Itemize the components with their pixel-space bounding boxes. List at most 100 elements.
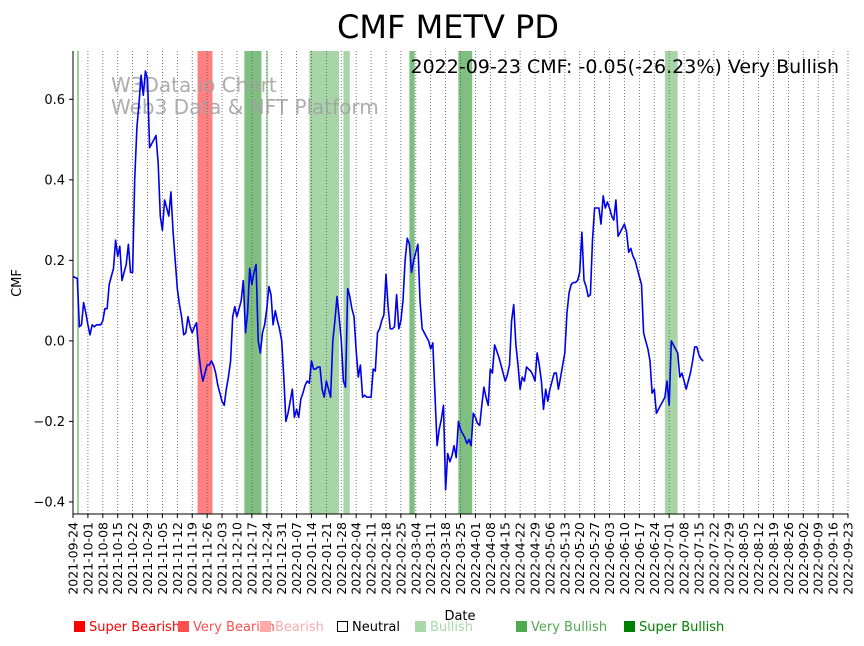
x-tick-label: 2021-12-31	[274, 522, 289, 595]
x-tick-label: 2022-07-15	[691, 522, 706, 595]
signal-bands	[77, 51, 678, 514]
x-tick-label: 2022-02-11	[364, 522, 379, 595]
x-tick-label: 2021-10-01	[80, 522, 95, 595]
x-tick-label: 2022-02-18	[378, 522, 393, 595]
x-tick-label: 2022-09-02	[796, 522, 811, 595]
x-tick-label: 2022-07-08	[677, 522, 692, 595]
series-line-cmf	[72, 70, 704, 491]
x-tick-label: 2022-04-22	[513, 522, 528, 595]
x-tick-label: 2022-06-24	[647, 522, 662, 595]
legend-very-bearish: Very Bearish	[178, 620, 275, 635]
y-tick-label: 0.4	[44, 173, 65, 188]
x-tick-label: 2022-09-16	[826, 522, 841, 595]
x-tick-label: 2021-10-08	[95, 522, 110, 595]
x-axis-label: Date	[444, 609, 475, 624]
x-tick-label: 2022-08-26	[781, 522, 796, 595]
x-tick-label: 2022-07-29	[721, 522, 736, 595]
x-tick-label: 2021-12-17	[244, 522, 259, 595]
cmf-series	[72, 70, 704, 491]
watermark-line-2: Web3 Data & NFT Platform	[111, 95, 379, 119]
legend-neutral: Neutral	[337, 620, 400, 635]
x-tick-label: 2022-03-04	[408, 522, 423, 595]
x-tick-label: 2021-11-26	[200, 522, 215, 595]
x-tick-label: 2022-05-27	[587, 522, 602, 595]
y-tick-label: 0.2	[44, 254, 65, 269]
x-tick-label: 2022-09-09	[811, 522, 826, 595]
band-bullish	[266, 51, 269, 514]
x-tick-label: 2021-11-19	[185, 522, 200, 595]
legend-label: Very Bullish	[531, 620, 608, 635]
band-very-bearish	[197, 51, 213, 514]
legend-very-bullish: Very Bullish	[516, 620, 607, 635]
legend-label: Bullish	[430, 620, 474, 635]
legend-label: Bearish	[275, 620, 324, 635]
x-tick-label: 2022-04-15	[498, 522, 513, 595]
legend-swatch	[516, 621, 527, 632]
y-axis-ticks: −0.4 −0.2 0.0 0.2 0.4 0.6	[33, 93, 73, 510]
x-tick-label: 2022-06-10	[617, 522, 632, 595]
legend-swatch	[337, 621, 348, 632]
legend-swatch	[624, 621, 635, 632]
x-tick-label: 2022-09-23	[841, 522, 856, 595]
x-tick-label: 2022-07-22	[706, 522, 721, 595]
x-tick-label: 2021-09-24	[66, 522, 81, 595]
y-tick-label: −0.2	[33, 415, 65, 430]
x-tick-label: 2021-12-24	[259, 522, 274, 595]
legend-label: Super Bullish	[639, 620, 725, 635]
x-tick-label: 2022-02-25	[393, 522, 408, 595]
x-tick-label: 2022-02-04	[349, 522, 364, 595]
x-tick-label: 2022-04-29	[528, 522, 543, 595]
x-tick-label: 2021-11-12	[170, 522, 185, 595]
x-tick-label: 2021-12-03	[215, 522, 230, 595]
x-tick-label: 2022-01-07	[289, 522, 304, 595]
watermark: W3Data.io Chart Web3 Data & NFT Platform	[111, 73, 379, 119]
x-tick-label: 2022-07-01	[662, 522, 677, 595]
y-tick-label: 0.6	[44, 93, 65, 108]
x-tick-label: 2021-10-29	[140, 522, 155, 595]
x-tick-label: 2022-05-06	[542, 522, 557, 595]
band-very-bullish	[458, 51, 473, 514]
x-tick-label: 2022-01-28	[334, 522, 349, 595]
x-tick-label: 2022-03-25	[453, 522, 468, 595]
x-tick-label: 2022-06-17	[632, 522, 647, 595]
x-tick-label: 2022-01-21	[319, 522, 334, 595]
legend-bearish: Bearish	[260, 620, 324, 635]
legend-super-bearish: Super Bearish	[74, 620, 180, 635]
x-tick-label: 2022-05-20	[572, 522, 587, 595]
x-tick-label: 2022-05-13	[557, 522, 572, 595]
chart-title: CMF METV PD	[337, 8, 559, 46]
watermark-line-1: W3Data.io Chart	[111, 73, 277, 97]
x-tick-label: 2022-08-05	[736, 522, 751, 595]
x-tick-label: 2022-08-19	[766, 522, 781, 595]
legend-label: Neutral	[352, 620, 400, 635]
x-tick-label: 2021-12-10	[229, 522, 244, 595]
vertical-gridlines	[72, 51, 849, 514]
band-bullish	[343, 51, 350, 514]
x-tick-label: 2022-04-01	[468, 522, 483, 595]
legend-swatch	[260, 621, 271, 632]
x-tick-label: 2022-08-12	[751, 522, 766, 595]
x-tick-label: 2021-10-22	[125, 522, 140, 595]
legend-label: Super Bearish	[89, 620, 181, 635]
x-tick-label: 2022-04-08	[483, 522, 498, 595]
x-axis-ticks: 2021-09-24 2021-10-01 2021-10-08 2021-10-15…	[66, 514, 856, 595]
legend-swatch	[178, 621, 189, 632]
y-tick-label: −0.4	[33, 495, 65, 510]
y-tick-label: 0.0	[44, 334, 65, 349]
x-tick-label: 2021-11-05	[155, 522, 170, 595]
legend-label: Very Bearish	[193, 620, 275, 635]
legend-super-bullish: Super Bullish	[624, 620, 724, 635]
latest-value-annotation: 2022-09-23 CMF: -0.05(-26.23%) Very Bull…	[410, 56, 839, 78]
legend-swatch	[415, 621, 426, 632]
band-very-bullish	[409, 51, 415, 514]
band-bullish	[664, 51, 678, 514]
x-tick-label: 2022-03-11	[423, 522, 438, 595]
legend-bullish: Bullish	[415, 620, 473, 635]
x-tick-label: 2022-01-14	[304, 522, 319, 595]
band-bullish	[309, 51, 340, 514]
x-tick-label: 2022-03-18	[438, 522, 453, 595]
y-axis-label: CMF	[10, 269, 25, 297]
x-tick-label: 2021-10-15	[110, 522, 125, 595]
legend-swatch	[74, 621, 85, 632]
